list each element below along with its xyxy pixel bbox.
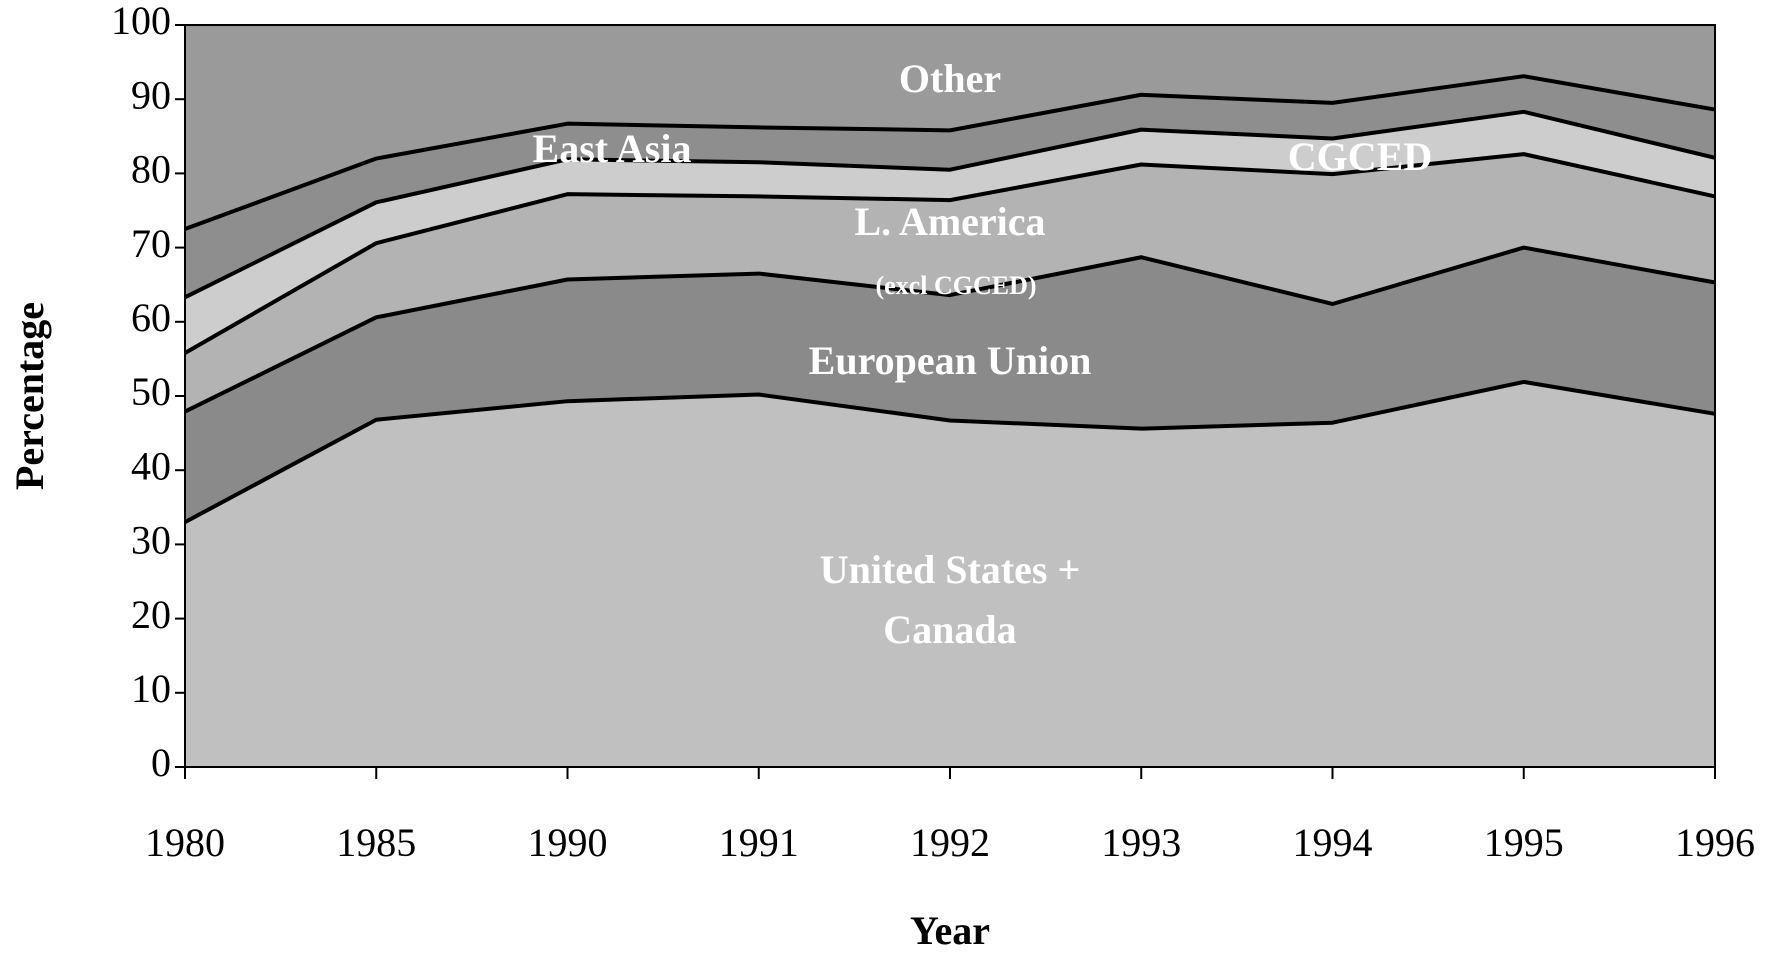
x-tick-label: 1994 [1293, 820, 1373, 865]
area [185, 76, 1715, 298]
annotation: (excl CGCED) [875, 271, 1036, 300]
x-tick-label: 1991 [719, 820, 799, 865]
series-label: United States + Canada [819, 547, 1081, 652]
x-tick-label: 1985 [336, 820, 416, 865]
y-tick-label: 10 [131, 666, 171, 711]
area [185, 154, 1715, 412]
series-line [184, 245, 1716, 414]
x-tick-label: 1995 [1484, 820, 1564, 865]
y-tick-label: 40 [131, 443, 171, 488]
series-label: East Asia [533, 126, 692, 171]
y-tick-label: 90 [131, 72, 171, 117]
x-axis-title: Year [910, 908, 990, 953]
area [185, 381, 1715, 767]
series-line [184, 109, 1716, 300]
x-tick-label: 1992 [910, 820, 990, 865]
area [185, 111, 1715, 353]
y-tick-label: 60 [131, 295, 171, 340]
area [185, 247, 1715, 523]
series-label: CGCED [1288, 134, 1432, 179]
series-line [184, 379, 1716, 524]
y-tick-label: 20 [131, 592, 171, 637]
series-label: Other [899, 56, 1001, 101]
y-tick-label: 50 [131, 369, 171, 414]
series-line [184, 152, 1716, 355]
x-tick-label: 1980 [145, 820, 225, 865]
series-line [184, 74, 1716, 231]
area [185, 25, 1715, 230]
y-tick-label: 0 [151, 740, 171, 785]
y-tick-label: 100 [111, 0, 171, 43]
x-tick-label: 1996 [1675, 820, 1755, 865]
series-label: L. America [854, 199, 1045, 244]
y-axis-title: Percentage [7, 302, 52, 490]
series-label: European Union [809, 338, 1092, 383]
x-tick-label: 1990 [528, 820, 608, 865]
y-tick-label: 80 [131, 147, 171, 192]
y-tick-label: 70 [131, 221, 171, 266]
y-tick-label: 30 [131, 518, 171, 563]
x-tick-label: 1993 [1101, 820, 1181, 865]
